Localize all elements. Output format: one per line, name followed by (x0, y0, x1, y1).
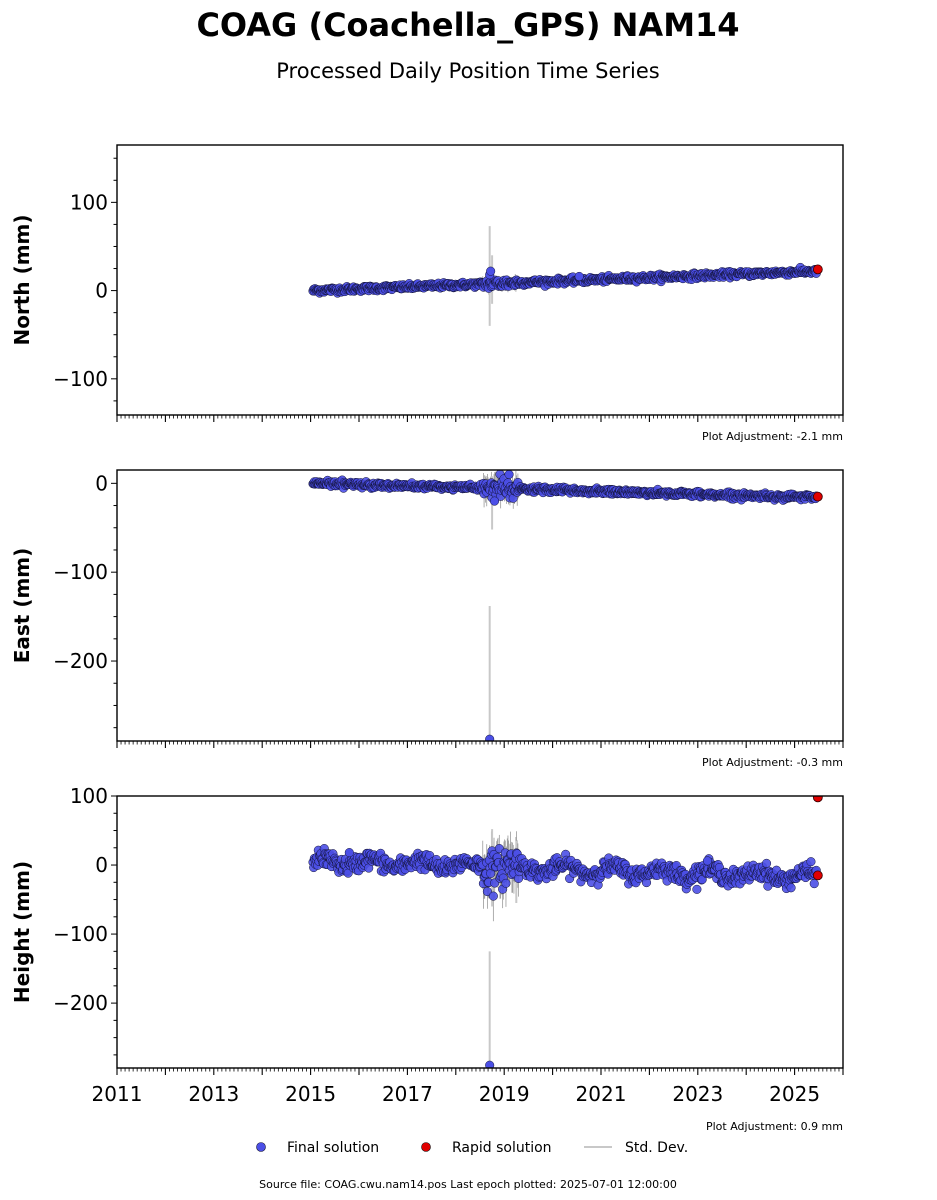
chart-subtitle: Processed Daily Position Time Series (276, 59, 660, 83)
legend: Final solution Rapid solution Std. Dev. (256, 1140, 688, 1156)
y-tick-label: 0 (95, 279, 108, 303)
final-point (809, 879, 819, 889)
legend-final-marker (256, 1142, 266, 1152)
final-point-outlier (485, 1060, 495, 1068)
rapid-point (812, 264, 823, 275)
final-point-outlier (702, 856, 713, 866)
plot-adjustment-label: Plot Adjustment: -2.1 mm (702, 430, 843, 443)
y-tick-label: −100 (53, 922, 108, 946)
x-tick-label: 2023 (672, 1082, 723, 1106)
final-point (761, 858, 772, 868)
final-point-outlier (344, 848, 354, 858)
plot-adjustment-label: Plot Adjustment: -0.3 mm (702, 756, 843, 769)
final-point (488, 891, 498, 901)
rapid-point (812, 870, 823, 881)
rapid-point (812, 491, 823, 502)
panel-north: −100 0 100 North (mm) Plot Adjustment: -2.1 … (10, 144, 844, 443)
final-point-outlier (504, 470, 514, 479)
source-footer: Source file: COAG.cwu.nam14.pos Last epo… (259, 1178, 677, 1191)
x-tick-label: 2015 (285, 1082, 336, 1106)
plot-frame (116, 795, 844, 1069)
panel-east: −200 −100 0 East (mm) Plot Adjustment: -0.3 … (10, 469, 844, 769)
plot-area-north (308, 226, 823, 326)
chart-title: COAG (Coachella_GPS) NAM14 (196, 6, 739, 44)
y-axis-label: North (mm) (10, 214, 34, 345)
panel-height: −200 −100 0 100 2011 2013 2015 2017 2019 2021 2023… (10, 784, 844, 1133)
rapid-point (812, 796, 823, 803)
legend-rapid-label: Rapid solution (452, 1140, 552, 1156)
legend-rapid-marker (421, 1142, 431, 1152)
final-point (806, 857, 816, 867)
plot-frame (116, 469, 844, 742)
final-point (786, 883, 796, 893)
x-tick-label: 2013 (188, 1082, 239, 1106)
y-axis-label: Height (mm) (10, 861, 34, 1003)
y-tick-label: −100 (53, 560, 108, 584)
final-point-outlier (574, 271, 584, 282)
y-axis-label: East (mm) (10, 548, 34, 664)
y-tick-label: 100 (70, 784, 108, 808)
final-point-outlier (489, 496, 500, 506)
plot-area-height (308, 796, 823, 1068)
x-tick-label: 2017 (382, 1082, 433, 1106)
y-tick-label: −200 (53, 649, 108, 673)
plot-adjustment-label: Plot Adjustment: 0.9 mm (706, 1120, 843, 1133)
y-tick-label: 0 (95, 471, 108, 495)
panels: −100 0 100 North (mm) Plot Adjustment: -2.1 … (10, 144, 844, 1133)
legend-final-label: Final solution (287, 1140, 379, 1156)
y-tick-label: 100 (70, 190, 108, 214)
y-tick-label: −200 (53, 991, 108, 1015)
x-tick-label: 2019 (479, 1082, 530, 1106)
final-point-outlier (486, 266, 496, 276)
legend-std-label: Std. Dev. (625, 1140, 688, 1156)
y-tick-label: −100 (53, 367, 108, 391)
final-point-outlier (485, 734, 495, 741)
final-point (692, 884, 702, 894)
x-tick-label: 2021 (576, 1082, 627, 1106)
final-point (501, 878, 511, 888)
plot-area-east (308, 470, 823, 741)
y-tick-label: 0 (95, 853, 108, 877)
x-tick-label: 2011 (92, 1082, 143, 1106)
x-tick-label: 2025 (769, 1082, 820, 1106)
